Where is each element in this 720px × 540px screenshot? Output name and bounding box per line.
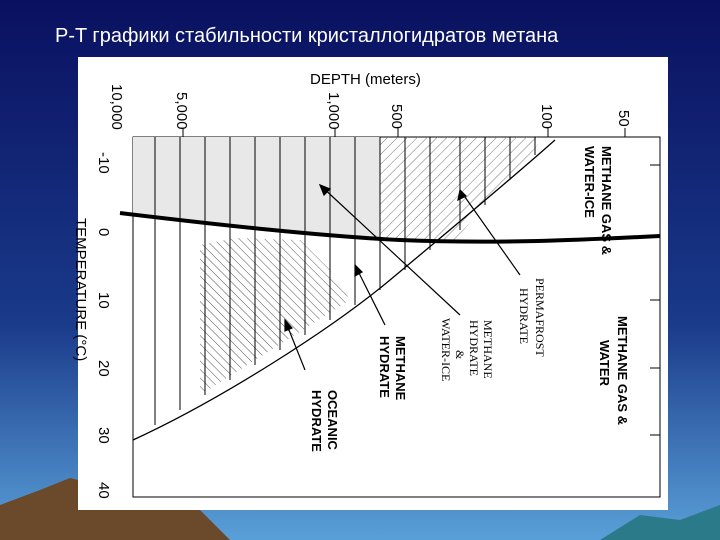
tick: 1,000 <box>325 92 342 130</box>
label: METHANE GAS & <box>599 146 614 255</box>
ticks <box>182 128 660 436</box>
label: WATER <box>597 340 612 387</box>
diagram <box>119 128 661 498</box>
label: WATER-ICE <box>439 318 453 381</box>
label: WATER-ICE <box>582 146 597 218</box>
tick: 30 <box>95 427 112 444</box>
tick: 40 <box>95 482 112 499</box>
depth-ticks: 10,000 5,000 1,000 500 100 50 <box>108 84 632 130</box>
tick: 5,000 <box>173 92 190 130</box>
tick: 0 <box>95 228 112 236</box>
figure <box>78 57 668 510</box>
label: METHANE <box>393 336 408 401</box>
label: HYDRATE <box>377 336 392 398</box>
hatch-lines <box>154 137 536 425</box>
label: HYDRATE <box>517 288 531 344</box>
temperature-label: TEMPERATURE (°C) <box>72 218 89 361</box>
tick: 10,000 <box>108 84 125 130</box>
tick: 20 <box>95 360 112 377</box>
slide-title: P-T графики стабильности кристаллогидрат… <box>55 25 559 47</box>
label: HYDRATE <box>467 320 481 376</box>
label: METHANE GAS & <box>615 316 630 425</box>
stability-boundary <box>132 139 556 441</box>
depth-label: DEPTH (meters) <box>310 71 421 88</box>
label: & <box>453 350 467 360</box>
tick: 10 <box>95 292 112 309</box>
label: OCEANIC <box>325 390 340 451</box>
permafrost-region <box>380 137 545 240</box>
label: PERMAFROST <box>533 278 547 357</box>
tick: 500 <box>388 104 405 129</box>
oceanic-region <box>200 238 350 395</box>
tick: -10 <box>95 152 112 174</box>
label: METHANE <box>481 320 495 379</box>
sea <box>600 505 720 540</box>
temperature-ticks: -10 0 10 20 30 40 <box>95 152 112 499</box>
arrows <box>284 183 521 371</box>
tick: 50 <box>615 110 632 127</box>
tick: 100 <box>538 104 555 129</box>
label: HYDRATE <box>309 390 324 452</box>
ice-line <box>119 211 661 244</box>
region-labels: METHANE GAS & WATER-ICE PERMAFROST HYDRA… <box>309 146 630 452</box>
gas-ice-region <box>133 137 380 238</box>
